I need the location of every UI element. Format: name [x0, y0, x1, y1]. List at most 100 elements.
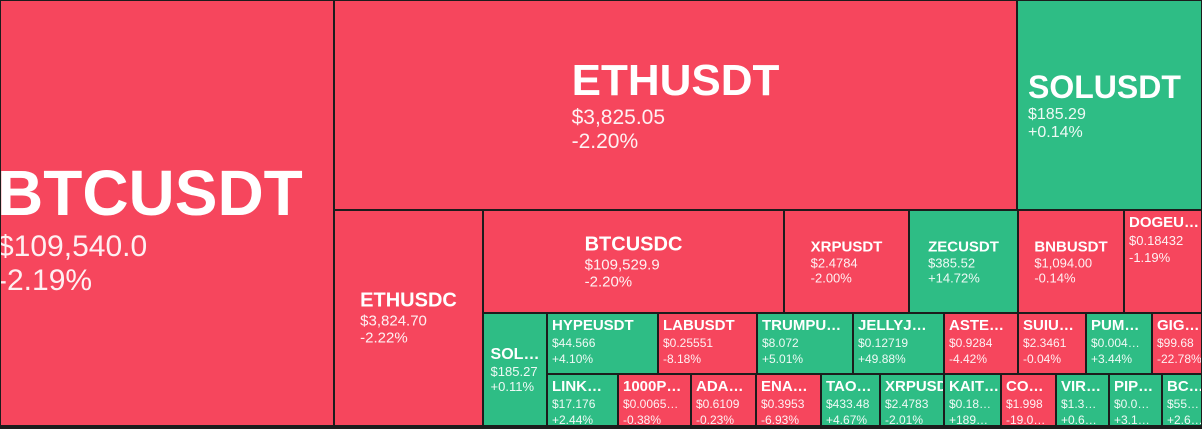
tile-bnbusdt[interactable]: BNBUSDT $1,094.00 -0.14%: [1018, 210, 1124, 313]
change-label: -4.42%: [949, 352, 988, 366]
tile-kait[interactable]: KAIT… $0.18… +189…: [944, 374, 1001, 426]
tile-zecusdt[interactable]: ZECUSDT $385.52 +14.72%: [909, 210, 1018, 313]
tile-suiu[interactable]: SUIU… $2.3461 -0.04%: [1018, 313, 1086, 374]
symbol-label: PIP…: [1114, 378, 1154, 395]
price-label: $0.18432: [1129, 233, 1184, 248]
symbol-label: CO…: [1006, 378, 1044, 395]
change-label: -0.38%: [623, 413, 662, 426]
tile-ethusdc[interactable]: ETHUSDC $3,824.70 -2.22%: [334, 210, 483, 426]
tile-vir[interactable]: VIR… $1.3… +0.6…: [1056, 374, 1109, 426]
symbol-label: KAIT…: [949, 378, 999, 395]
price-label: $1.998: [1006, 397, 1043, 411]
price-label: $99.68: [1157, 336, 1194, 350]
symbol-label: TRUMPU…: [762, 317, 842, 334]
tile-solusdt[interactable]: SOLUSDT $185.29 +0.14%: [1017, 0, 1202, 210]
tile-1000p[interactable]: 1000P… $0.0065… -0.38%: [618, 374, 691, 426]
price-label: $3,825.05: [571, 106, 666, 129]
price-label: $3,824.70: [360, 312, 427, 330]
tile-pum[interactable]: PUM… $0.004… +3.44%: [1086, 313, 1152, 374]
price-label: $8.072: [762, 336, 799, 350]
tile-xrpusdc[interactable]: XRPUSDC $2.4783 -2.01%: [880, 374, 944, 426]
change-label: -2.20%: [584, 273, 633, 290]
symbol-label: LABUSDT: [663, 317, 735, 334]
symbol-label: PUM…: [1091, 317, 1140, 334]
price-label: $2.4783: [885, 397, 929, 411]
change-label: -0.04%: [1023, 352, 1062, 366]
symbol-label: ADA…: [696, 378, 744, 395]
tile-trumpu[interactable]: TRUMPU… $8.072 +5.01%: [757, 313, 853, 374]
symbol-label: LINK…: [552, 378, 602, 395]
change-label: +3.44%: [1091, 352, 1133, 366]
tile-co[interactable]: CO… $1.998 -19.0…: [1001, 374, 1056, 426]
symbol-label: BTCUSDT: [0, 157, 303, 229]
change-label: +189…: [949, 413, 989, 426]
symbol-label: GIG…: [1157, 317, 1200, 334]
price-label: $17.176: [552, 397, 596, 411]
price-label: $0.25551: [663, 336, 714, 350]
price-label: $1.3…: [1061, 397, 1097, 411]
price-label: $55…: [1167, 397, 1200, 411]
symbol-label: SUIU…: [1023, 317, 1074, 334]
tile-dogeu[interactable]: DOGEU… $0.18432 -1.19%: [1124, 210, 1202, 313]
change-label: +0.14%: [1028, 124, 1083, 141]
price-label: $44.566: [552, 336, 596, 350]
symbol-label: BNBUSDT: [1034, 238, 1108, 255]
symbol-label: ASTE…: [949, 317, 1005, 334]
symbol-label: HYPEUSDT: [552, 317, 634, 334]
price-label: $185.27: [490, 363, 538, 379]
change-label: +5.01%: [762, 352, 804, 366]
change-label: -19.0…: [1006, 413, 1046, 426]
change-label: +4.67%: [826, 413, 868, 426]
price-label: $185.29: [1028, 106, 1086, 123]
price-label: $109,540.0: [0, 230, 148, 263]
price-label: $385.52: [928, 255, 976, 270]
change-label: -2.20%: [571, 130, 639, 153]
symbol-label: ENA…: [761, 378, 808, 395]
tile-gig[interactable]: GIG… $99.68 -22.78%: [1152, 313, 1202, 374]
price-label: $0.18…: [949, 397, 992, 411]
tile-hypeusdt[interactable]: HYPEUSDT $44.566 +4.10%: [547, 313, 658, 374]
change-label: -2.19%: [0, 264, 93, 297]
price-label: $0.6109: [696, 397, 740, 411]
change-label: +0.6…: [1061, 413, 1097, 426]
change-label: +0.11%: [490, 378, 535, 394]
tile-aste[interactable]: ASTE… $0.9284 -4.42%: [944, 313, 1018, 374]
price-label: $433.48: [826, 397, 870, 411]
tile-tao[interactable]: TAO… $433.48 +4.67%: [821, 374, 880, 426]
tile-ada[interactable]: ADA… $0.6109 -0.23%: [691, 374, 756, 426]
change-label: -1.19%: [1129, 250, 1171, 265]
tile-btcusdc[interactable]: BTCUSDC $109,529.9 -2.20%: [483, 210, 784, 313]
symbol-label: ETHUSDC: [360, 289, 457, 312]
symbol-label: JELLYJ…: [858, 317, 927, 334]
tile-ena[interactable]: ENA… $0.3953 -6.93%: [756, 374, 821, 426]
change-label: +14.72%: [928, 270, 980, 285]
change-label: +2.6…: [1167, 413, 1202, 426]
symbol-label: SOL…: [490, 345, 540, 363]
price-label: $0.0…: [1114, 397, 1150, 411]
symbol-label: XRPUSDC: [885, 378, 943, 395]
tile-link[interactable]: LINK… $17.176 +2.44%: [547, 374, 618, 426]
price-label: $0.12719: [858, 336, 909, 350]
symbol-label: SOLUSDT: [1028, 69, 1181, 105]
symbol-label: ZECUSDT: [928, 238, 999, 255]
price-label: $0.0065…: [623, 397, 679, 411]
change-label: -8.18%: [663, 352, 702, 366]
tile-jellyj[interactable]: JELLYJ… $0.12719 +49.88%: [853, 313, 944, 374]
tile-xrpusdt[interactable]: XRPUSDT $2.4784 -2.00%: [784, 210, 909, 313]
price-label: $2.3461: [1023, 336, 1067, 350]
change-label: -2.00%: [810, 270, 852, 285]
price-label: $109,529.9: [584, 256, 660, 273]
change-label: -22.78%: [1157, 352, 1202, 366]
tile-ethusdt[interactable]: ETHUSDT $3,825.05 -2.20%: [334, 0, 1017, 210]
tile-sol[interactable]: SOL… $185.27 +0.11%: [483, 313, 547, 426]
price-label: $0.3953: [761, 397, 805, 411]
symbol-label: BTCUSDC: [584, 233, 683, 255]
price-label: $2.4784: [810, 255, 858, 270]
symbol-label: ETHUSDT: [571, 56, 780, 105]
tile-pip[interactable]: PIP… $0.0… +3.1…: [1109, 374, 1162, 426]
tile-labusdt[interactable]: LABUSDT $0.25551 -8.18%: [658, 313, 757, 374]
change-label: +2.44%: [552, 413, 594, 426]
tile-bc[interactable]: BC… $55… +2.6…: [1162, 374, 1202, 426]
change-label: -6.93%: [761, 413, 800, 426]
tile-btcusdt[interactable]: BTCUSDT $109,540.0 -2.19%: [0, 0, 334, 426]
